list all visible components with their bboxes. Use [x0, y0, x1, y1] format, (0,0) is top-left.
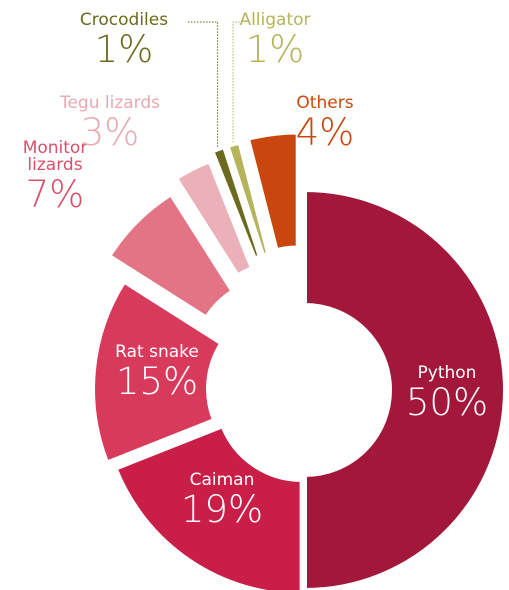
percent-label: 15% [115, 360, 199, 403]
slice [173, 158, 255, 279]
category-name: Monitor lizards [22, 138, 88, 175]
slice [303, 187, 507, 590]
category-name: Rat snake [115, 342, 199, 362]
slice-label: Python 50% [387, 363, 507, 424]
leader-line [188, 21, 219, 148]
category-name: Python [417, 363, 477, 383]
slice [209, 144, 263, 261]
percent-label: 1% [245, 28, 305, 71]
percent-label: 1% [94, 28, 154, 71]
slice-label: Crocodiles 1% [64, 10, 184, 71]
category-name: Others [296, 93, 354, 113]
slice-label: Rat snake 15% [97, 342, 217, 403]
slice [113, 423, 304, 590]
percent-label: 3% [80, 111, 140, 154]
category-name: Crocodiles [79, 10, 169, 30]
leader-line [232, 21, 240, 143]
category-name: Tegu lizards [59, 93, 161, 113]
slice [225, 140, 271, 258]
percent-label: 7% [25, 173, 85, 216]
slice [106, 191, 236, 321]
slice-label: Tegu lizards 3% [40, 93, 180, 154]
slice-label: Monitor lizards 7% [5, 138, 105, 216]
slice [91, 278, 225, 466]
slice-label: Alligator 1% [220, 10, 330, 71]
percent-label: 4% [295, 111, 355, 154]
percent-label: 19% [180, 488, 264, 531]
category-name: Alligator [239, 10, 311, 30]
slice-label: Others 4% [275, 93, 375, 154]
category-name: Caiman [189, 470, 255, 490]
percent-label: 50% [405, 381, 489, 424]
slice [245, 130, 300, 253]
slice-label: Caiman 19% [162, 470, 282, 531]
